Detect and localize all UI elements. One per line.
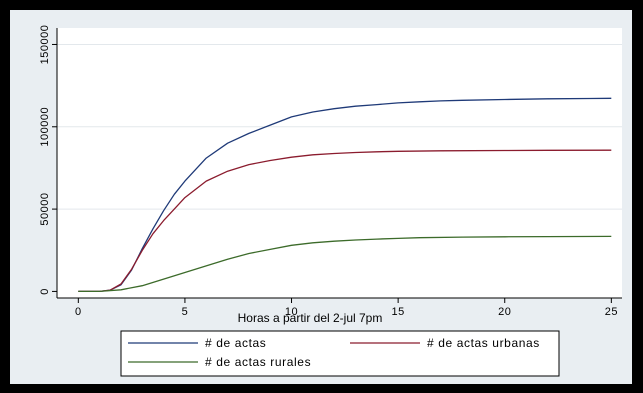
plot-area <box>57 28 622 298</box>
legend-box <box>120 330 560 377</box>
x-tick-label-4: 20 <box>498 306 511 318</box>
series-line-2 <box>78 235 612 293</box>
y-ticks: 0 50000 100000 150000 <box>39 25 57 295</box>
x-tick-label-5: 25 <box>605 306 618 318</box>
x-ticks: 0 5 10 15 20 25 <box>75 298 618 318</box>
y-tick-label-0: 0 <box>39 288 51 295</box>
x-tick-label-2: 10 <box>285 306 298 318</box>
gridlines <box>57 43 622 210</box>
x-tick-label-3: 15 <box>392 306 405 318</box>
series-line-1 <box>78 149 612 293</box>
x-axis-label: Horas a partir del 2-jul 7pm <box>238 311 383 325</box>
line-chart: 0 5 10 15 20 25 0 50000 100000 150000 Horas a pa… <box>39 25 622 377</box>
legend: # de actas # de actas urbanas # de actas r… <box>120 330 560 377</box>
y-tick-label-2: 100000 <box>39 107 51 147</box>
x-tick-label-0: 0 <box>75 306 82 318</box>
x-tick-label-1: 5 <box>182 306 189 318</box>
legend-label-1: # de actas urbanas <box>427 336 540 350</box>
legend-label-0: # de actas <box>205 336 266 350</box>
series-lines <box>78 97 612 293</box>
legend-label-2: # de actas rurales <box>205 355 311 369</box>
y-tick-label-1: 50000 <box>39 193 51 226</box>
chart-frame: 0 5 10 15 20 25 0 50000 100000 150000 Horas a pa… <box>10 10 632 384</box>
y-tick-label-3: 150000 <box>39 25 51 65</box>
